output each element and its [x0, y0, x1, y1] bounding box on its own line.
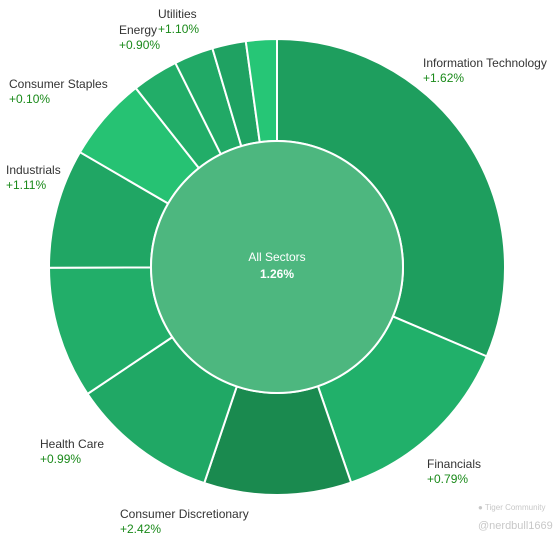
- label-information-technology: Information Technology +1.62%: [423, 56, 547, 86]
- label-financials: Financials +0.79%: [427, 457, 481, 487]
- sector-name: Utilities: [158, 7, 197, 21]
- tiger-logo-icon: ●: [478, 503, 483, 512]
- sector-change: +1.11%: [6, 178, 47, 192]
- watermark-handle: @nerdbull1669: [478, 520, 553, 532]
- center-label: All Sectors: [248, 250, 305, 264]
- sector-change: +1.10%: [158, 22, 200, 36]
- sector-name: Consumer Discretionary: [120, 507, 249, 521]
- sector-change: +2.42%: [120, 522, 162, 536]
- watermark-logo: ● Tiger Community: [478, 503, 546, 512]
- center-value: 1.26%: [260, 267, 294, 281]
- center-circle-all-sectors[interactable]: [150, 140, 404, 394]
- label-health-care: Health Care +0.99%: [40, 437, 104, 467]
- sector-name: Financials: [427, 457, 482, 471]
- sector-name: Consumer Staples: [9, 77, 108, 91]
- label-energy: Energy +0.90%: [119, 23, 160, 53]
- sector-name: Health Care: [40, 437, 105, 451]
- sector-name: Information Technology: [423, 56, 547, 70]
- sector-change: +0.99%: [40, 452, 82, 466]
- label-utilities: Utilities +1.10%: [158, 7, 199, 37]
- sector-change: +1.62%: [423, 71, 465, 85]
- label-consumer-staples: Consumer Staples +0.10%: [9, 77, 108, 107]
- sector-change: +0.79%: [427, 472, 469, 486]
- label-consumer-discretionary: Consumer Discretionary +2.42%: [120, 507, 249, 537]
- sector-change: +0.10%: [9, 92, 51, 106]
- sector-name: Industrials: [6, 163, 61, 177]
- label-industrials: Industrials +1.11%: [6, 163, 61, 193]
- sector-name: Energy: [119, 23, 158, 37]
- sector-change: +0.90%: [119, 38, 161, 52]
- watermark-logo-text: Tiger Community: [484, 503, 546, 512]
